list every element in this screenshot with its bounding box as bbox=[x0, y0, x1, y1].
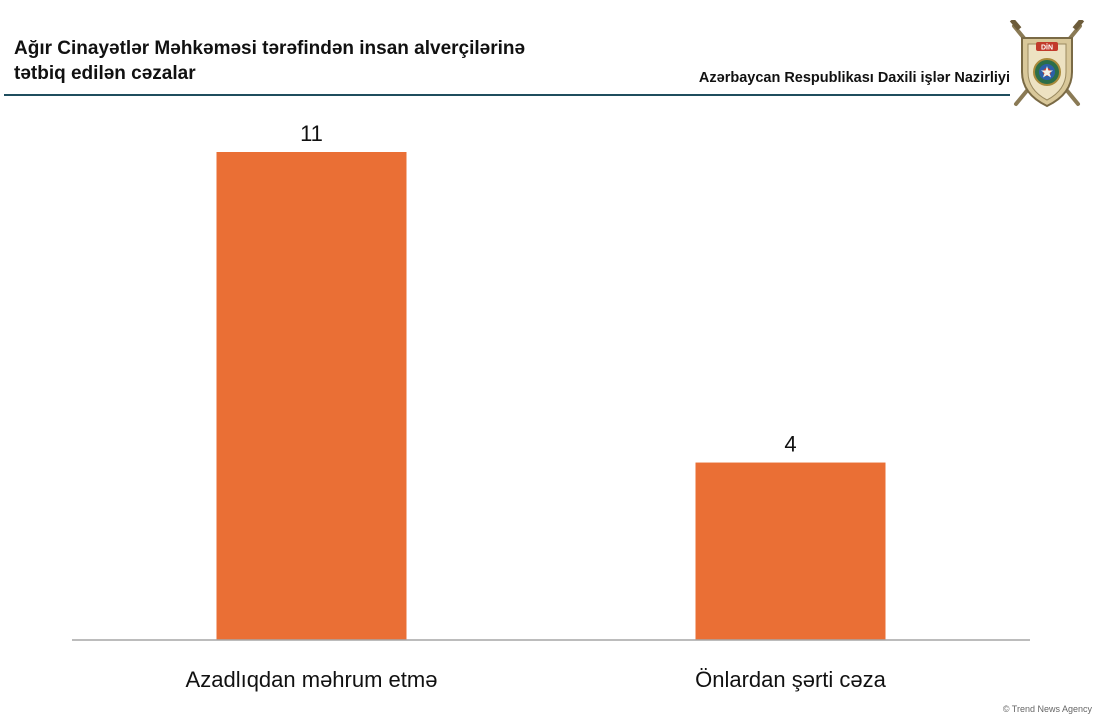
category-label-2: Önlardan şərti cəza bbox=[695, 667, 887, 692]
data-label-1: 11 bbox=[300, 121, 323, 146]
ministry-name: Azərbaycan Respublikası Daxili işlər Naz… bbox=[698, 70, 1010, 86]
chart-title-line-2: tətbiq edilən cəzalar bbox=[14, 63, 196, 84]
data-label-2: 4 bbox=[784, 432, 796, 457]
bar-1 bbox=[216, 152, 407, 640]
category-label-1: Azadlıqdan məhrum etmə bbox=[186, 667, 438, 692]
credit-text: © Trend News Agency bbox=[1002, 704, 1092, 714]
chart-title: Ağır Cinayətlər Məhkəməsi tərəfindən ins… bbox=[14, 36, 634, 86]
chart-title-line-1: Ağır Cinayətlər Məhkəməsi tərəfindən ins… bbox=[14, 38, 526, 59]
emblem-text: DİN bbox=[1041, 44, 1053, 52]
police-shield-emblem-icon: DİN bbox=[1009, 20, 1085, 108]
header-divider bbox=[4, 94, 1010, 96]
bar-2 bbox=[695, 462, 886, 640]
